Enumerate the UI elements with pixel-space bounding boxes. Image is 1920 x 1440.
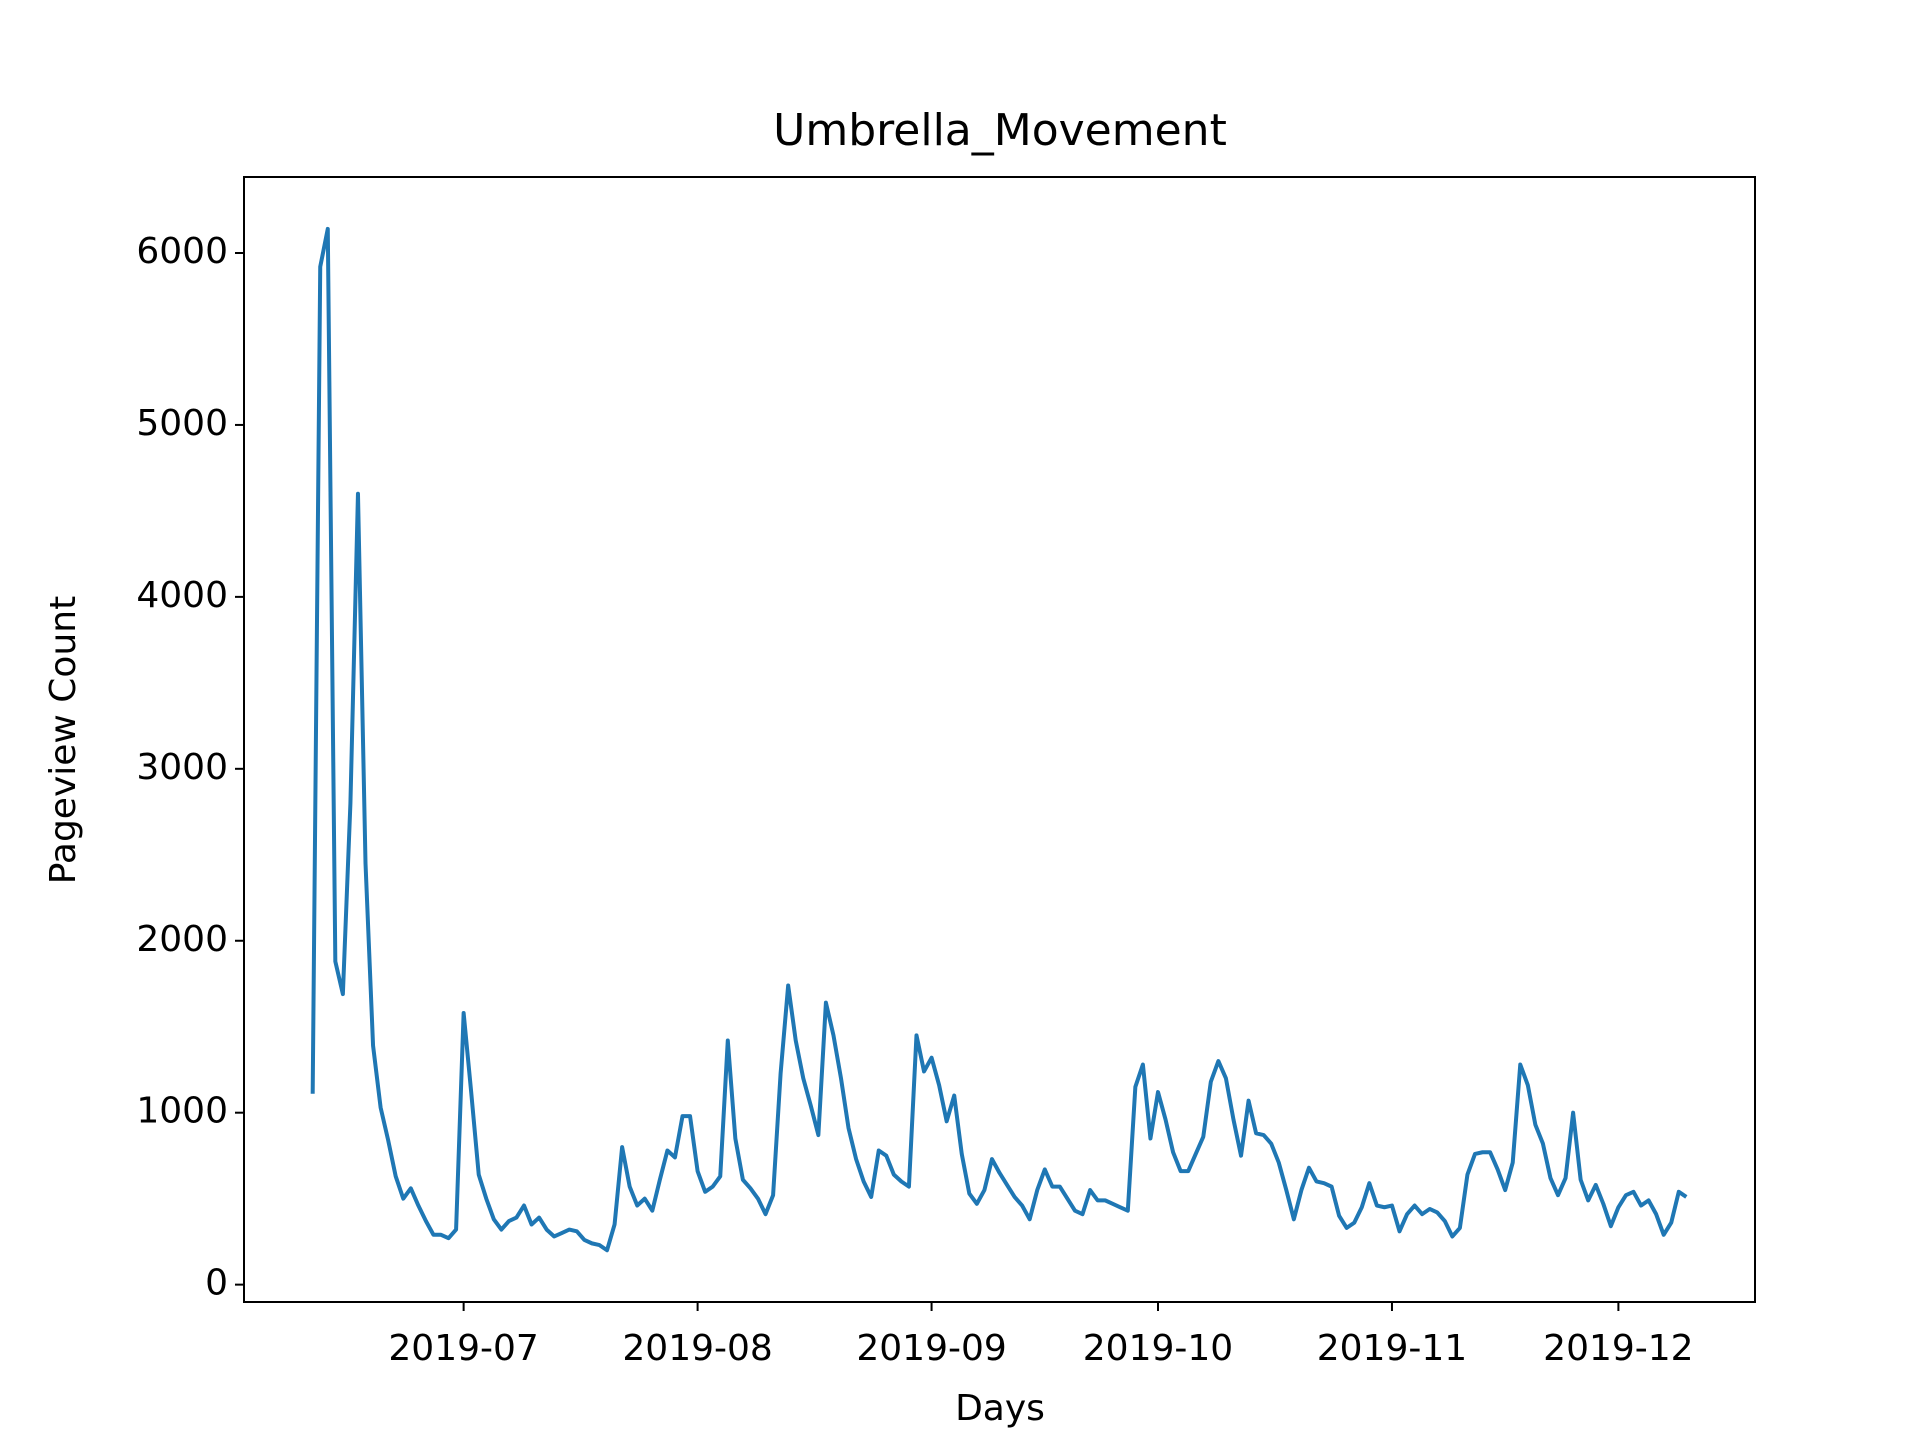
x-tick-label: 2019-10 [1083, 1328, 1233, 1369]
x-tick-label: 2019-08 [622, 1328, 772, 1369]
y-tick-label: 1000 [136, 1091, 228, 1132]
x-tick-label: 2019-09 [856, 1328, 1006, 1369]
y-tick-label: 0 [205, 1263, 228, 1304]
x-tick-label: 2019-12 [1543, 1328, 1693, 1369]
y-tick-label: 3000 [136, 747, 228, 788]
x-tick-label: 2019-11 [1317, 1328, 1467, 1369]
y-axis-label: Pageview Count [43, 596, 84, 884]
y-tick-label: 2000 [136, 919, 228, 960]
y-tick-label: 4000 [136, 575, 228, 616]
y-tick-label: 6000 [136, 231, 228, 272]
plot-frame [243, 176, 1756, 1303]
x-axis-label: Days [955, 1388, 1045, 1429]
x-tick-label: 2019-07 [388, 1328, 538, 1369]
y-tick-label: 5000 [136, 403, 228, 444]
line-series [310, 226, 1688, 1253]
chart-title: Umbrella_Movement [773, 105, 1227, 156]
